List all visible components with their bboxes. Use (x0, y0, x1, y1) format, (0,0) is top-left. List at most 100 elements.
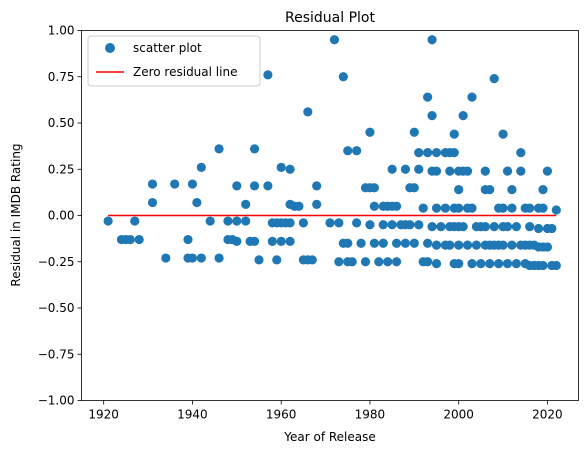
scatter-point (374, 257, 384, 267)
scatter-point (551, 260, 561, 271)
scatter-point (205, 216, 215, 226)
scatter-point (352, 218, 362, 228)
scatter-point (378, 220, 388, 230)
scatter-point (329, 35, 340, 45)
scatter-point (431, 259, 442, 269)
scatter-point (241, 199, 251, 209)
scatter-point (409, 238, 419, 248)
scatter-point (525, 222, 535, 232)
scatter-point (214, 253, 224, 263)
scatter-point (223, 216, 233, 226)
scatter-point (214, 144, 224, 154)
scatter-point (511, 259, 521, 269)
y-axis-ticks: −1.00 −0.75 −0.50 −0.25 0.00 0.25 0.50 0.75 1.00 (38, 24, 82, 408)
x-tick-label: 1960 (266, 408, 297, 422)
scatter-point (489, 222, 499, 232)
x-tick-label: 1920 (88, 408, 119, 422)
scatter-point (507, 240, 517, 250)
scatter-point (147, 179, 158, 189)
y-tick-label: 0.75 (48, 70, 75, 84)
scatter-point (533, 223, 544, 234)
scatter-point (347, 257, 357, 267)
scatter-point (440, 203, 450, 213)
scatter-point (352, 146, 362, 156)
scatter-point (360, 257, 371, 267)
y-tick-label: 0.25 (48, 162, 75, 176)
scatter-point (263, 181, 273, 191)
y-tick-label: −0.50 (38, 301, 75, 315)
scatter-point (391, 257, 402, 267)
legend-label-scatter: scatter plot (133, 41, 202, 55)
scatter-point (423, 238, 433, 248)
scatter-point (249, 236, 260, 246)
scatter-point (423, 257, 433, 267)
scatter-point (294, 201, 304, 211)
scatter-point (170, 179, 180, 189)
scatter-point (276, 162, 286, 172)
scatter-point (485, 185, 495, 195)
scatter-point (454, 240, 464, 250)
scatter-point (494, 259, 504, 269)
scatter-point (547, 223, 557, 234)
scatter-point (427, 222, 437, 232)
scatter-point (187, 253, 198, 263)
scatter-point (489, 74, 499, 84)
scatter-point (276, 236, 286, 246)
scatter-point (502, 166, 513, 176)
scatter-point (480, 166, 490, 176)
scatter-point (147, 197, 158, 208)
scatter-point (369, 201, 379, 211)
y-tick-label: −0.25 (38, 255, 75, 269)
scatter-point (458, 222, 468, 232)
scatter-point (343, 238, 353, 248)
scatter-point (365, 127, 375, 137)
scatter-point (542, 166, 553, 176)
scatter-point (187, 179, 198, 189)
scatter-point (498, 129, 508, 139)
scatter-point (285, 164, 295, 174)
scatter-point (232, 181, 242, 191)
scatter-point (458, 111, 468, 121)
scatter-point (334, 257, 344, 267)
scatter-point (551, 205, 561, 215)
scatter-point (462, 240, 473, 250)
scatter-point (232, 236, 242, 246)
scatter-point (405, 220, 415, 230)
scatter-point (285, 236, 295, 246)
scatter-point (476, 259, 486, 269)
scatter-point (303, 107, 313, 117)
scatter-point (423, 148, 433, 158)
scatter-point (387, 220, 397, 230)
y-tick-label: 0.00 (48, 209, 75, 223)
scatter-point (192, 197, 202, 208)
scatter-point (480, 222, 490, 232)
scatter-point (516, 148, 526, 158)
scatter-point (272, 255, 282, 265)
scatter-point (516, 166, 526, 176)
legend-box (87, 35, 261, 87)
x-axis-label: Year of Release (283, 430, 376, 444)
y-tick-label: −1.00 (38, 394, 75, 408)
scatter-point (414, 220, 424, 230)
scatter-point (538, 260, 548, 271)
scatter-point (409, 127, 419, 137)
scatter-point (130, 216, 140, 226)
scatter-point (467, 259, 477, 269)
scatter-point (502, 259, 513, 269)
scatter-point (391, 201, 402, 211)
scatter-point (196, 253, 206, 263)
scatter-point (471, 240, 482, 250)
scatter-point (427, 35, 437, 45)
x-tick-label: 1940 (177, 408, 208, 422)
scatter-point (454, 185, 464, 195)
scatter-point (445, 240, 455, 250)
scatter-point (414, 164, 424, 174)
scatter-point (387, 164, 397, 174)
y-tick-label: −0.75 (38, 347, 75, 361)
scatter-point (409, 183, 419, 193)
scatter-point (343, 146, 353, 156)
scatter-point (502, 222, 513, 232)
scatter-point (312, 181, 322, 191)
x-tick-label: 1980 (355, 408, 386, 422)
scatter-points (103, 35, 561, 271)
